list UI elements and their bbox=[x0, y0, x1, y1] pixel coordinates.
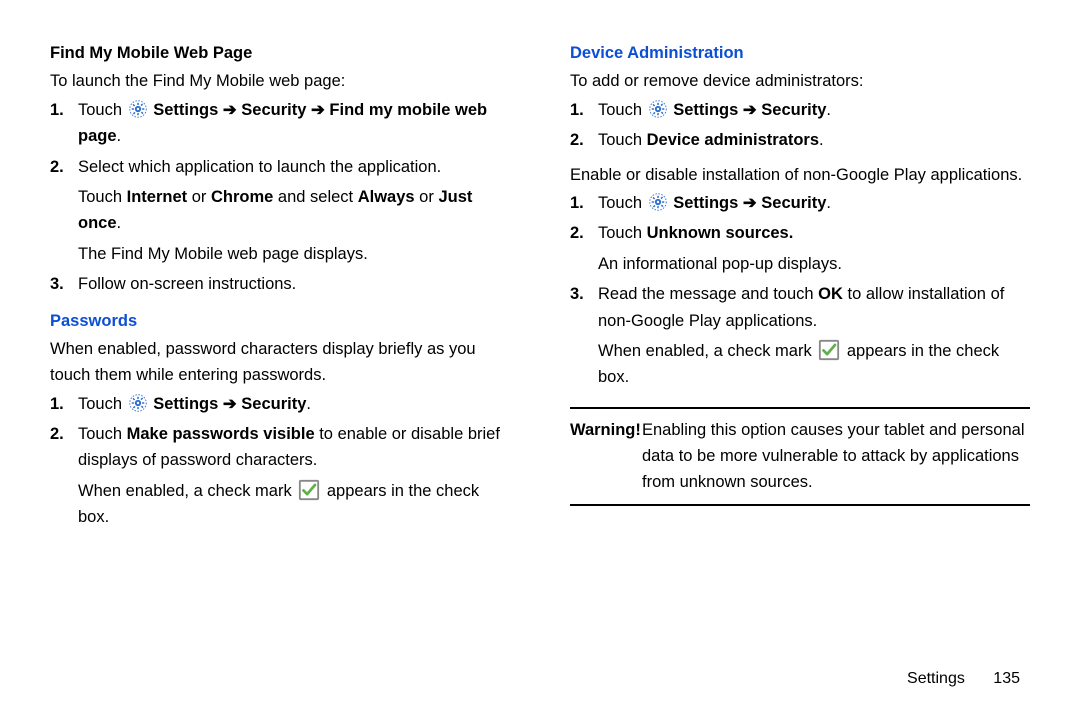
settings-icon bbox=[649, 193, 667, 211]
checkmark-icon bbox=[818, 339, 840, 361]
da-steps: 1. Touch Settings ➔ Security. 2. Touch D… bbox=[570, 97, 1030, 154]
fmm-step-2: 2. Select which application to launch th… bbox=[78, 154, 510, 268]
us-step-2: 2. Touch Unknown sources. An information… bbox=[598, 220, 1030, 277]
footer-page-number: 135 bbox=[993, 670, 1020, 687]
da-step-2: 2. Touch Device administrators. bbox=[598, 127, 1030, 153]
warning-label: Warning! bbox=[570, 417, 641, 443]
footer-section: Settings bbox=[907, 670, 965, 687]
settings-icon bbox=[649, 100, 667, 118]
fmm-steps: 1. Touch Settings ➔ Security ➔ Find my m… bbox=[50, 97, 510, 298]
device-admin-heading: Device Administration bbox=[570, 40, 1030, 66]
left-column: Find My Mobile Web Page To launch the Fi… bbox=[50, 40, 510, 539]
right-column: Device Administration To add or remove d… bbox=[570, 40, 1030, 539]
fmm-step-3: 3. Follow on-screen instructions. bbox=[78, 271, 510, 297]
passwords-intro: When enabled, password characters displa… bbox=[50, 336, 510, 389]
us-steps: 1. Touch Settings ➔ Security. 2. Touch U… bbox=[570, 190, 1030, 391]
checkmark-icon bbox=[298, 479, 320, 501]
passwords-heading: Passwords bbox=[50, 308, 510, 334]
da-step-1: 1. Touch Settings ➔ Security. bbox=[598, 97, 1030, 123]
warning-text: Enabling this option causes your tablet … bbox=[642, 421, 1025, 492]
pw-step-2: 2. Touch Make passwords visible to enabl… bbox=[78, 421, 510, 531]
fmm-step-1: 1. Touch Settings ➔ Security ➔ Find my m… bbox=[78, 97, 510, 150]
device-admin-intro: To add or remove device administrators: bbox=[570, 68, 1030, 94]
us-step-1: 1. Touch Settings ➔ Security. bbox=[598, 190, 1030, 216]
fmm-intro: To launch the Find My Mobile web page: bbox=[50, 68, 510, 94]
page-footer: Settings 135 bbox=[907, 666, 1020, 692]
us-step-3: 3. Read the message and touch OK to allo… bbox=[598, 281, 1030, 391]
page-columns: Find My Mobile Web Page To launch the Fi… bbox=[50, 40, 1030, 539]
pw-step-1: 1. Touch Settings ➔ Security. bbox=[78, 391, 510, 417]
pw-steps: 1. Touch Settings ➔ Security. 2. Touch M… bbox=[50, 391, 510, 531]
fmm-heading: Find My Mobile Web Page bbox=[50, 40, 510, 66]
unknown-sources-intro: Enable or disable installation of non-Go… bbox=[570, 162, 1030, 188]
settings-icon bbox=[129, 394, 147, 412]
warning-box: Warning! Enabling this option causes you… bbox=[570, 407, 1030, 506]
settings-icon bbox=[129, 100, 147, 118]
